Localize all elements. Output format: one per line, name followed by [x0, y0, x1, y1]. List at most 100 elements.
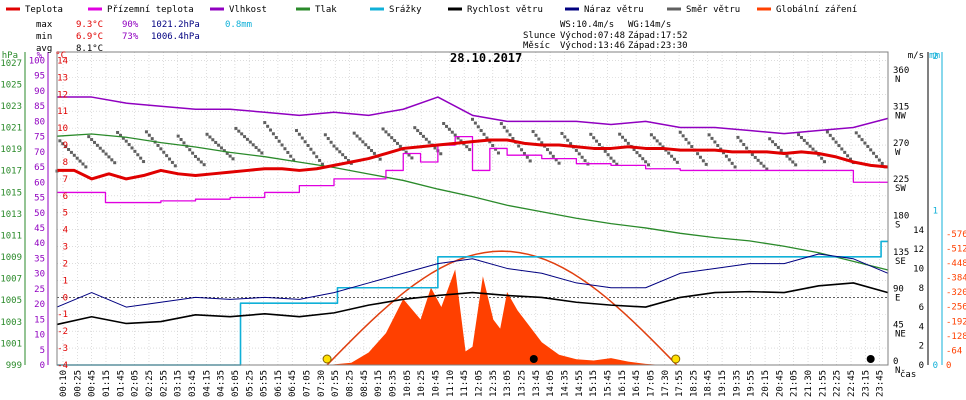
wind-direction-dot	[623, 138, 627, 142]
legend-label: Teplota	[25, 5, 63, 15]
x-tick: 19:35	[732, 370, 742, 397]
wind-direction-dot	[292, 158, 296, 162]
wind-direction-dot	[713, 140, 717, 144]
x-tick: 02:55	[159, 370, 169, 397]
wind-direction-dot	[387, 133, 391, 137]
degc-tick: -2	[57, 327, 68, 337]
wind-direction-dot	[358, 137, 362, 141]
pct-tick: 80	[34, 117, 45, 127]
wm2-tick: 0	[946, 361, 951, 371]
degc-tick: 10	[57, 124, 68, 134]
x-tick: 18:45	[704, 370, 714, 397]
x-tick: 11:45	[460, 370, 470, 397]
x-tick: 14:05	[546, 370, 556, 397]
x-tick: 13:45	[532, 370, 542, 397]
x-tick: 14:55	[575, 370, 585, 397]
wind-direction-dot	[528, 159, 532, 163]
wind-direction-dot	[121, 136, 125, 140]
wm2-tick: -256	[946, 303, 966, 313]
pct-tick: 65	[34, 163, 45, 173]
wind-direction-dot	[113, 161, 117, 165]
wind-direction-dot	[323, 133, 327, 137]
x-tick: 21:05	[790, 370, 800, 397]
x-tick: 00:10	[59, 370, 69, 397]
wind-direction-dot	[271, 132, 275, 136]
dir-tick-letter: SW	[895, 184, 906, 194]
wind-direction-dot	[269, 128, 273, 132]
wind-direction-dot	[341, 153, 345, 157]
wind-direction-dot	[704, 162, 708, 166]
wind-direction-dot	[237, 129, 241, 133]
hpa-tick: 1025	[0, 80, 22, 90]
wind-direction-dot	[534, 133, 538, 137]
stats-max-press: 1021.2hPa	[151, 20, 200, 30]
wind-direction-dot	[502, 125, 506, 129]
hpa-tick: 1013	[0, 210, 22, 220]
wind-direction-dot	[722, 151, 726, 155]
wind-direction-dot	[771, 140, 775, 144]
dir-tick-letter: N	[895, 366, 900, 376]
wind-direction-dot	[672, 157, 676, 161]
wind-direction-dot	[496, 151, 500, 155]
legend-label: Náraz větru	[584, 5, 644, 15]
wm2-tick: -384	[946, 274, 966, 284]
wind-gust-info: WG:14m/s	[628, 20, 671, 30]
legend-label: Rychlost větru	[467, 5, 543, 15]
wind-direction-dot	[251, 143, 255, 147]
wm2-tick: -64	[946, 346, 962, 356]
pressure-line	[56, 133, 889, 271]
hpa-tick: 1019	[0, 145, 22, 155]
x-tick: 17:55	[675, 370, 685, 397]
wind-direction-dot	[222, 149, 226, 153]
wind-direction-dot	[179, 138, 183, 142]
wind-direction-dot	[485, 136, 489, 140]
wind-direction-dot	[289, 154, 293, 158]
wind-direction-dot	[560, 131, 564, 135]
wind-direction-dot	[274, 136, 278, 140]
wind-direction-dot	[263, 121, 267, 125]
wind-direction-dot	[606, 153, 610, 157]
stats-min-temp: 6.9°C	[76, 32, 103, 42]
wind-direction-dot	[618, 132, 622, 136]
wind-direction-dot	[168, 157, 172, 161]
x-tick: 10:45	[432, 370, 442, 397]
legend-label: Vlhkost	[229, 5, 267, 15]
sun-label: Slunce	[523, 31, 556, 41]
wind-direction-dot	[730, 161, 734, 165]
x-tick: 17:30	[661, 370, 671, 397]
degc-tick: 13	[57, 73, 68, 83]
wind-direction-dot	[393, 139, 397, 143]
degc-tick: 2	[63, 259, 68, 269]
wind-direction-dot	[442, 122, 446, 126]
x-tick: 01:45	[116, 370, 126, 397]
wind-direction-dot	[808, 144, 812, 148]
moon-rise: Východ:13:46	[560, 41, 625, 51]
wind-direction-dot	[58, 139, 62, 143]
pct-tick: 70	[34, 148, 45, 158]
wind-direction-dot	[511, 137, 515, 141]
wind-direction-dot	[531, 130, 535, 134]
hpa-axis-label: hPa	[2, 51, 18, 61]
wind-direction-dot	[338, 150, 342, 154]
wind-direction-dot	[823, 160, 827, 164]
wind-direction-dot	[410, 156, 414, 160]
stats-avg-temp: 8.1°C	[76, 44, 103, 54]
sunset-marker	[671, 354, 681, 364]
wind-direction-dot	[280, 143, 284, 147]
wind-direction-dot	[81, 162, 85, 166]
wind-direction-dot	[655, 139, 659, 143]
wind-direction-dot	[173, 164, 177, 168]
wind-direction-dot	[416, 129, 420, 133]
wind-direction-dot	[756, 158, 760, 162]
wind-direction-dot	[577, 152, 581, 156]
wind-direction-dot	[491, 143, 495, 147]
dir-tick: 90	[893, 284, 904, 294]
x-tick: 13:25	[517, 370, 527, 397]
wind-direction-dot	[537, 137, 541, 141]
wind-speed-line	[56, 282, 889, 326]
wind-direction-dot	[675, 160, 679, 164]
wind-direction-dot	[701, 159, 705, 163]
wind-direction-dot	[335, 147, 339, 151]
wind-direction-dot	[133, 149, 137, 153]
wind-direction-dot	[228, 154, 232, 158]
